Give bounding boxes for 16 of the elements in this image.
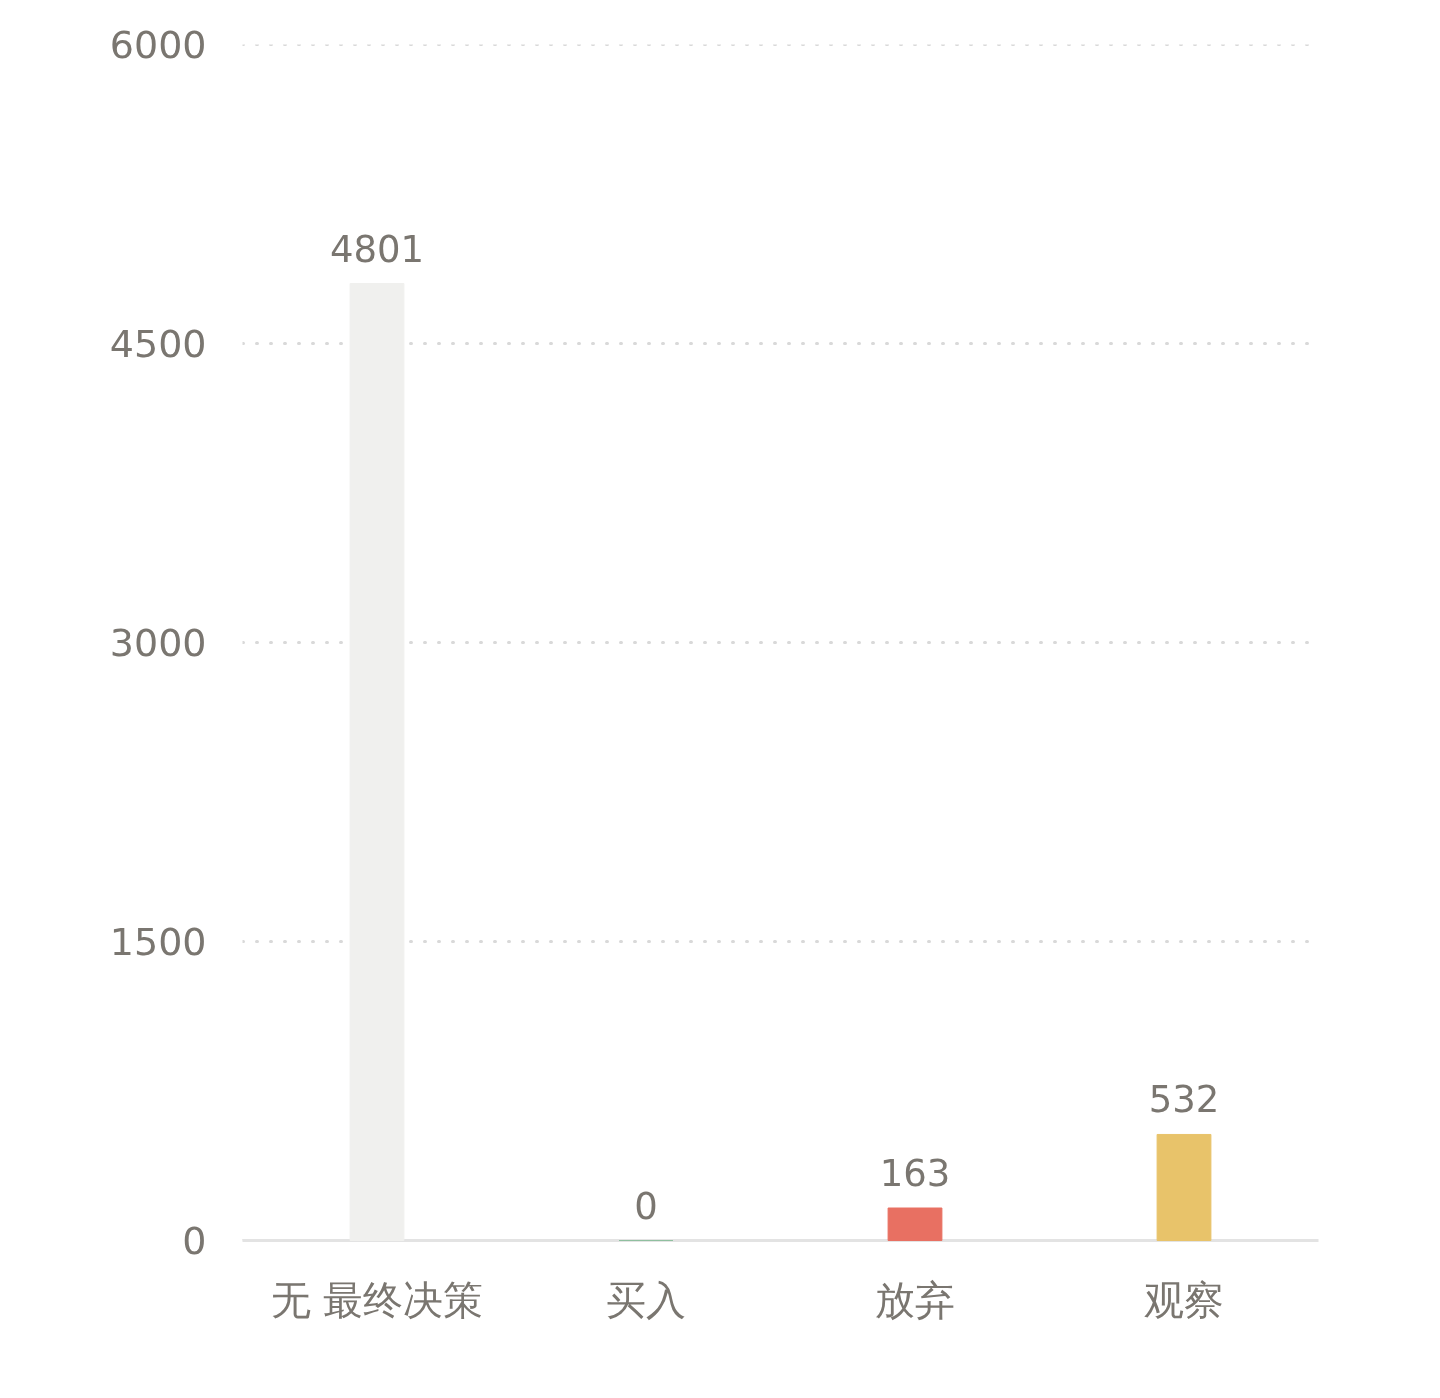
data-label: 532 <box>1148 1078 1220 1122</box>
y-tick-label: 4500 <box>109 322 207 366</box>
y-tick-label: 3000 <box>109 621 207 665</box>
x-tick-label: 观察 <box>1144 1276 1224 1323</box>
bar <box>1156 1133 1212 1241</box>
x-tick-label: 放弃 <box>875 1276 955 1323</box>
bar <box>349 283 405 1241</box>
data-label: 4801 <box>329 227 425 271</box>
data-label: 0 <box>634 1184 658 1228</box>
y-tick-label: 0 <box>182 1219 207 1263</box>
data-label: 163 <box>879 1152 951 1196</box>
y-tick-label: 6000 <box>109 23 207 67</box>
bar <box>887 1207 943 1241</box>
x-tick-label: 无 最终决策 <box>270 1276 484 1323</box>
y-tick-label: 1500 <box>109 920 207 964</box>
x-tick-label: 买入 <box>606 1276 686 1323</box>
